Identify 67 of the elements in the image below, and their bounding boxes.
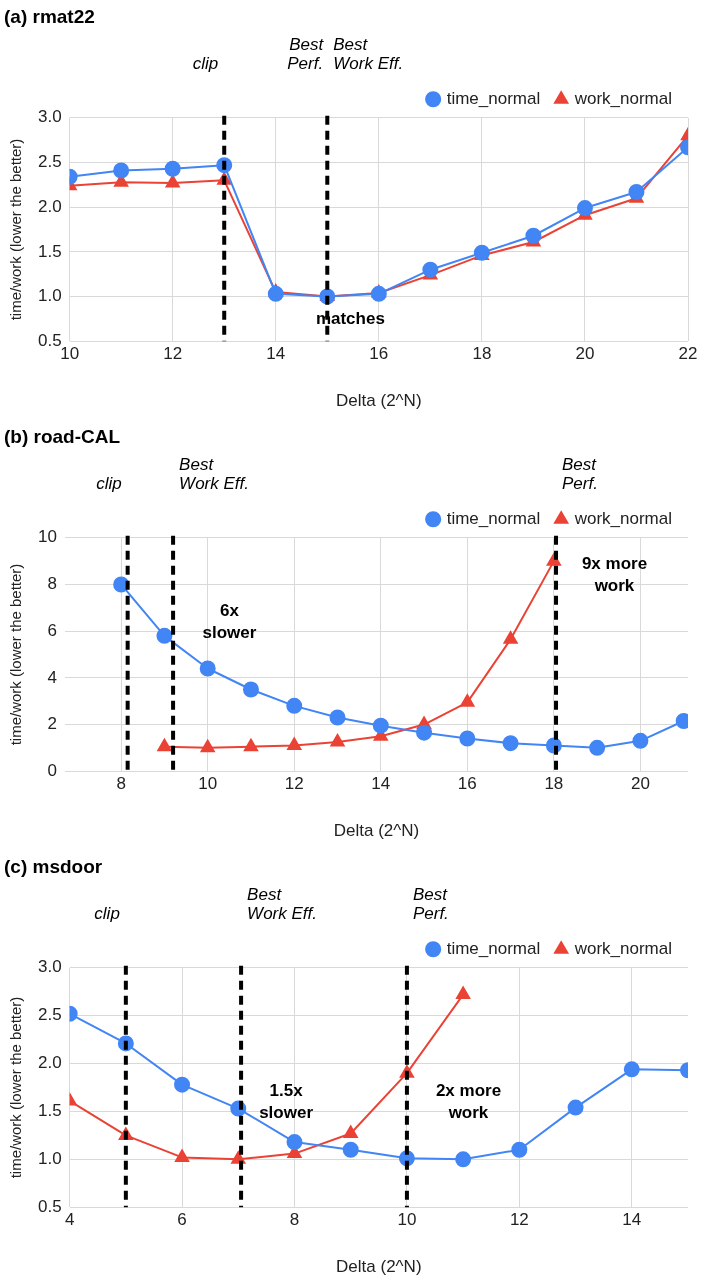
annotation: 6x slower	[202, 600, 257, 642]
y-tick-label: 1.5	[37, 241, 62, 261]
y-tick-label: 3.0	[37, 107, 62, 127]
ref-line-label: Best Perf.	[562, 455, 598, 494]
x-tick-label: 4	[64, 1210, 75, 1230]
y-tick-label: 2.5	[37, 152, 62, 172]
annotation: 9x more work	[581, 553, 648, 595]
y-axis-title: time/work (lower the better)	[7, 138, 25, 321]
ref-line-label: Best Work Eff.	[247, 885, 317, 924]
ref-line-label: clip	[96, 474, 122, 494]
y-tick-label: 2.5	[37, 1005, 62, 1025]
x-tick-label: 10	[60, 344, 80, 364]
x-tick-label: 10	[198, 774, 218, 794]
ref-line-label: Best Work Eff.	[333, 35, 404, 74]
ref-line-label: Best Work Eff.	[179, 455, 249, 494]
x-tick-label: 14	[371, 774, 391, 794]
x-tick-label: 18	[472, 344, 492, 364]
x-tick-label: 8	[289, 1210, 300, 1230]
y-tick-label: 2	[47, 714, 57, 734]
x-tick-label: 10	[397, 1210, 417, 1230]
x-tick-label: 16	[457, 774, 477, 794]
legend-label: time_normal	[446, 508, 541, 528]
y-tick-label: 0	[47, 760, 57, 780]
y-tick-label: 8	[47, 574, 57, 594]
legend-label: work_normal	[573, 508, 672, 528]
x-tick-label: 14	[266, 344, 286, 364]
x-tick-label: 12	[284, 774, 304, 794]
x-axis-title: Delta (2^N)	[336, 1257, 422, 1277]
ref-line-label: clip	[192, 54, 219, 74]
x-tick-label: 20	[630, 774, 650, 794]
legend-label: work_normal	[573, 938, 672, 958]
y-tick-label: 4	[47, 667, 57, 687]
legend-label: time_normal	[446, 938, 541, 958]
y-tick-label: 1.0	[37, 286, 62, 306]
y-tick-label: 0.5	[37, 1196, 62, 1216]
x-tick-label: 8	[116, 774, 126, 794]
x-tick-label: 18	[544, 774, 564, 794]
annotation: 2x more work	[435, 1080, 502, 1122]
x-tick-label: 14	[622, 1210, 642, 1230]
ref-line-label: Best Perf.	[412, 885, 449, 924]
y-tick-label: 0.5	[37, 330, 62, 350]
x-tick-label: 16	[369, 344, 389, 364]
x-tick-label: 6	[177, 1210, 187, 1230]
text: Best Perf.	[287, 35, 325, 74]
x-axis-title: Delta (2^N)	[333, 821, 420, 841]
y-tick-label: 3.0	[37, 957, 62, 977]
x-tick-label: 12	[509, 1210, 529, 1230]
x-tick-label: 12	[163, 344, 183, 364]
y-tick-label: 2.0	[37, 196, 62, 216]
x-tick-label: 20	[575, 344, 595, 364]
y-axis-title: time/work (lower the better)	[7, 996, 25, 1179]
annotation: matches	[315, 308, 385, 328]
y-tick-label: 2.0	[37, 1053, 62, 1073]
chart-title: (a) rmat22	[4, 5, 95, 27]
x-axis-title: Delta (2^N)	[336, 391, 422, 411]
chart-title: (b) road-CAL	[4, 425, 121, 447]
y-tick-label: 10	[37, 527, 57, 547]
y-tick-label: 1.5	[37, 1101, 62, 1121]
y-axis-title: time/work (lower the better)	[7, 563, 25, 746]
annotation: 1.5x slower	[259, 1080, 314, 1122]
legend-label: work_normal	[573, 88, 672, 108]
y-tick-label: 6	[47, 620, 57, 640]
ref-line-label: clip	[94, 904, 120, 924]
y-tick-label: 1.0	[37, 1149, 62, 1169]
legend-label: time_normal	[446, 88, 541, 108]
x-tick-label: 22	[678, 344, 698, 364]
chart-title: (c) msdoor	[4, 855, 103, 877]
